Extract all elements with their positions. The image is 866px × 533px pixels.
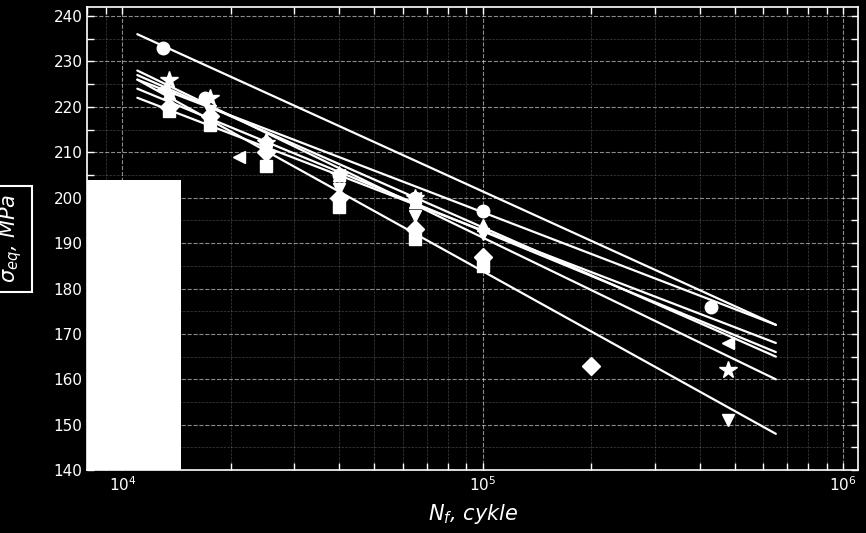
- Bar: [87, 180, 180, 470]
- X-axis label: $N_f$, cykle: $N_f$, cykle: [428, 502, 518, 526]
- Text: $\sigma_{eq}$, $MPa$: $\sigma_{eq}$, $MPa$: [0, 194, 23, 283]
